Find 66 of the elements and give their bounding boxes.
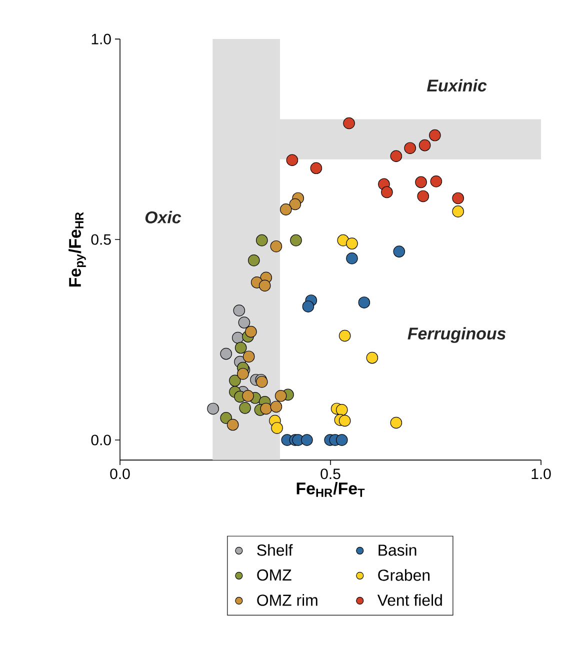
point (452, 206, 464, 218)
point (229, 374, 241, 387)
legend-label: Basin (378, 544, 416, 556)
point (358, 296, 370, 308)
point (343, 117, 355, 130)
annotation: Ferruginous (408, 327, 506, 343)
point (290, 234, 302, 246)
point (220, 348, 232, 360)
point (418, 139, 431, 152)
y-tick-label: 1.0 (92, 34, 111, 44)
legend-label: OMZ rim (257, 594, 318, 606)
point (393, 246, 406, 258)
point (233, 304, 246, 316)
point (271, 422, 283, 434)
x-tick-label: 1.0 (532, 468, 551, 480)
point (336, 434, 348, 446)
point (430, 175, 442, 188)
point (234, 342, 247, 354)
legend-label: Shelf (257, 544, 293, 556)
point (452, 192, 464, 204)
point (366, 352, 378, 364)
point (270, 400, 282, 413)
point (404, 142, 416, 154)
legend-label: Graben (378, 569, 430, 581)
point (336, 404, 348, 416)
point (415, 176, 427, 188)
text: Fe$_{HR}$/Fe$_{T}$ (296, 482, 365, 497)
point (429, 129, 441, 142)
point (226, 418, 239, 431)
point (346, 252, 358, 264)
point (207, 402, 219, 415)
point (256, 234, 268, 246)
point (245, 326, 257, 338)
point (260, 402, 272, 415)
point (301, 434, 313, 446)
point (286, 154, 298, 166)
point (289, 198, 302, 210)
annotation: Euxinic (426, 79, 487, 92)
legend-label: Vent field (377, 594, 442, 606)
point (280, 204, 292, 216)
point (242, 390, 254, 402)
point (346, 238, 358, 250)
point (238, 316, 250, 328)
point (338, 330, 351, 342)
point (274, 390, 287, 402)
point (270, 240, 282, 252)
y-tick-label: 0.0 (91, 434, 111, 446)
point (237, 368, 249, 380)
point (338, 414, 351, 427)
point (258, 280, 271, 292)
x-tick-label: 0.5 (320, 468, 340, 480)
legend-label: OMZ (257, 569, 292, 581)
point (381, 186, 393, 198)
point (242, 350, 255, 363)
point (248, 254, 260, 266)
x-tick-label: 0.0 (110, 468, 130, 480)
point (390, 416, 402, 429)
point (417, 190, 430, 202)
point (310, 162, 322, 174)
y-tick-label: 0.5 (91, 234, 111, 245)
point (390, 150, 402, 162)
text: Fe$_{py}$/Fe$_{HR}$ (68, 212, 86, 286)
annotation: Oxic (145, 210, 182, 224)
point (239, 402, 251, 414)
point (220, 412, 232, 424)
point (302, 300, 314, 312)
